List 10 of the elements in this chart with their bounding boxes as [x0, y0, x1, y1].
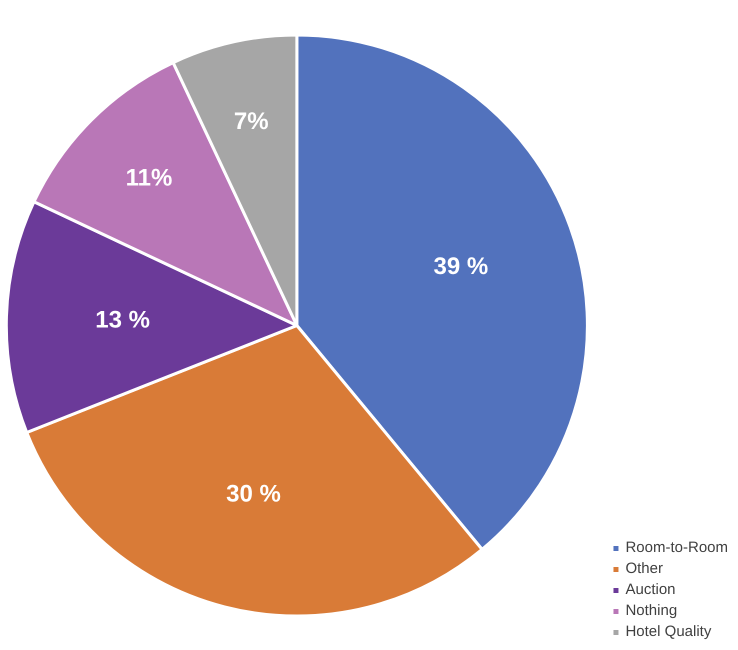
- legend-label: Other: [625, 560, 663, 577]
- data-label: 13 %: [95, 306, 150, 334]
- data-label: 7%: [234, 108, 269, 136]
- legend-label: Auction: [625, 581, 676, 598]
- legend-label: Room-to-Room: [625, 539, 728, 556]
- data-label: 30 %: [226, 480, 281, 508]
- data-label: 11%: [126, 164, 172, 192]
- legend-label: Hotel Quality: [625, 623, 712, 640]
- data-label: 39 %: [434, 253, 488, 280]
- legend-label: Nothing: [625, 602, 678, 619]
